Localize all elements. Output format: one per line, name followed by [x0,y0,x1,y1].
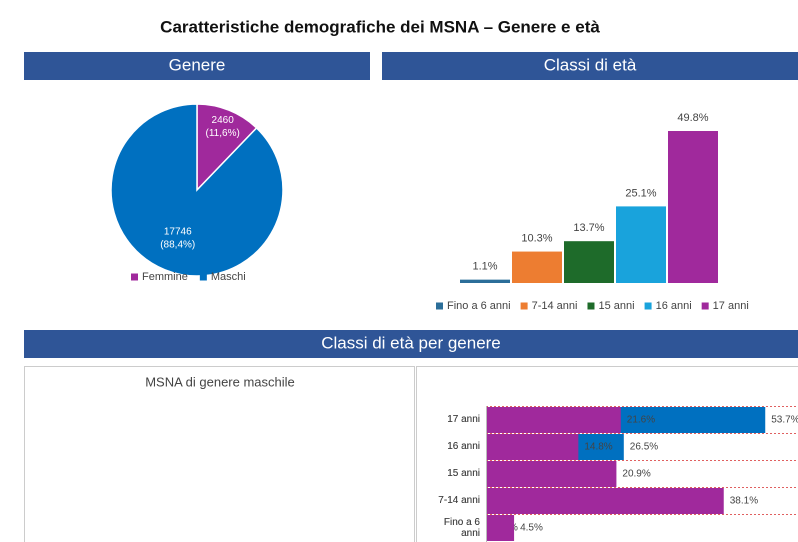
category-label-box: Fino a 6 anni [443,516,480,539]
legend-swatch [199,273,207,281]
data-label: 49.8% [677,112,708,124]
legend-swatch [131,273,138,281]
section-header [382,52,798,80]
pie-slice [196,103,258,192]
category-label-box: 17 anni [447,414,480,425]
category-label-box: 16 anni [447,441,480,452]
legend-label: 15 anni [598,300,634,312]
bar [616,206,666,283]
bar [486,407,621,433]
legend-label: 16 anni [656,300,692,312]
bar [564,241,614,283]
data-label: 13.7% [573,222,604,234]
category-label-box: 7-14 anni [438,495,480,506]
data-label: 25.1% [625,187,656,199]
data-label: 2460 [212,115,235,126]
legend-label: Femmine [142,271,188,283]
data-label: 21.6% [627,415,655,426]
category-label-box: 15 anni [447,468,480,479]
bar [486,434,579,460]
legend-swatch [520,302,528,310]
data-label: 38.1% [730,496,758,507]
data-label: 26.5% [630,442,658,453]
category-label: 7-14 anni [438,495,480,506]
section-title: Classi di età per genere [321,333,501,352]
category-label: Fino a 6 anni [443,516,480,539]
data-label: 10.3% [521,232,552,244]
legend-label: Fino a 6 anni [447,300,511,312]
data-label: 1.1% [472,261,497,273]
category-label: 7-14 anni [438,495,480,506]
section-header [24,52,370,80]
data-label: (11,6%) [206,128,240,139]
legend-swatch [644,302,652,310]
data-label: 20.9% [622,469,650,480]
bar [486,488,724,514]
chart-title: MSNA di genere maschile [145,374,295,389]
legend-swatch [701,302,709,310]
bar [486,515,515,541]
category-label: Fino a 6 anni [443,516,480,539]
category-label: 16 anni [447,441,480,452]
bar [486,461,617,487]
section-title: Classi di età [544,55,637,74]
legend-swatch [587,302,595,310]
legend-label: 7-14 anni [532,300,578,312]
category-label: 15 anni [447,468,480,479]
section-header [24,330,798,358]
panel [24,366,415,542]
legend-swatch [436,302,443,310]
category-label: 15 anni [447,468,480,479]
data-label: 4.5% [520,523,543,534]
data-label: 14.8% [584,442,612,453]
panel [416,366,798,542]
pie-slice [110,103,284,277]
category-label-box: Fino a 6 anni [443,516,480,539]
legend-label: Maschi [211,271,246,283]
legend-label: 17 anni [713,300,749,312]
category-label-box: 15 anni [447,468,480,479]
data-label: 53.7% [771,415,798,426]
category-label: 17 anni [447,414,480,425]
category-label: 17 anni [447,414,480,425]
section-title: Genere [169,55,226,74]
bar [668,131,718,283]
bar [512,251,562,283]
data-label: (88,4%) [160,240,195,251]
bar [460,279,510,283]
category-label: 16 anni [447,441,480,452]
category-label-box: 16 anni [447,441,480,452]
category-label-box: 17 anni [447,414,480,425]
category-label-box: 7-14 anni [438,495,480,506]
page-title: Caratteristiche demografiche dei MSNA – … [160,17,600,36]
data-label: 17746 [164,227,192,238]
